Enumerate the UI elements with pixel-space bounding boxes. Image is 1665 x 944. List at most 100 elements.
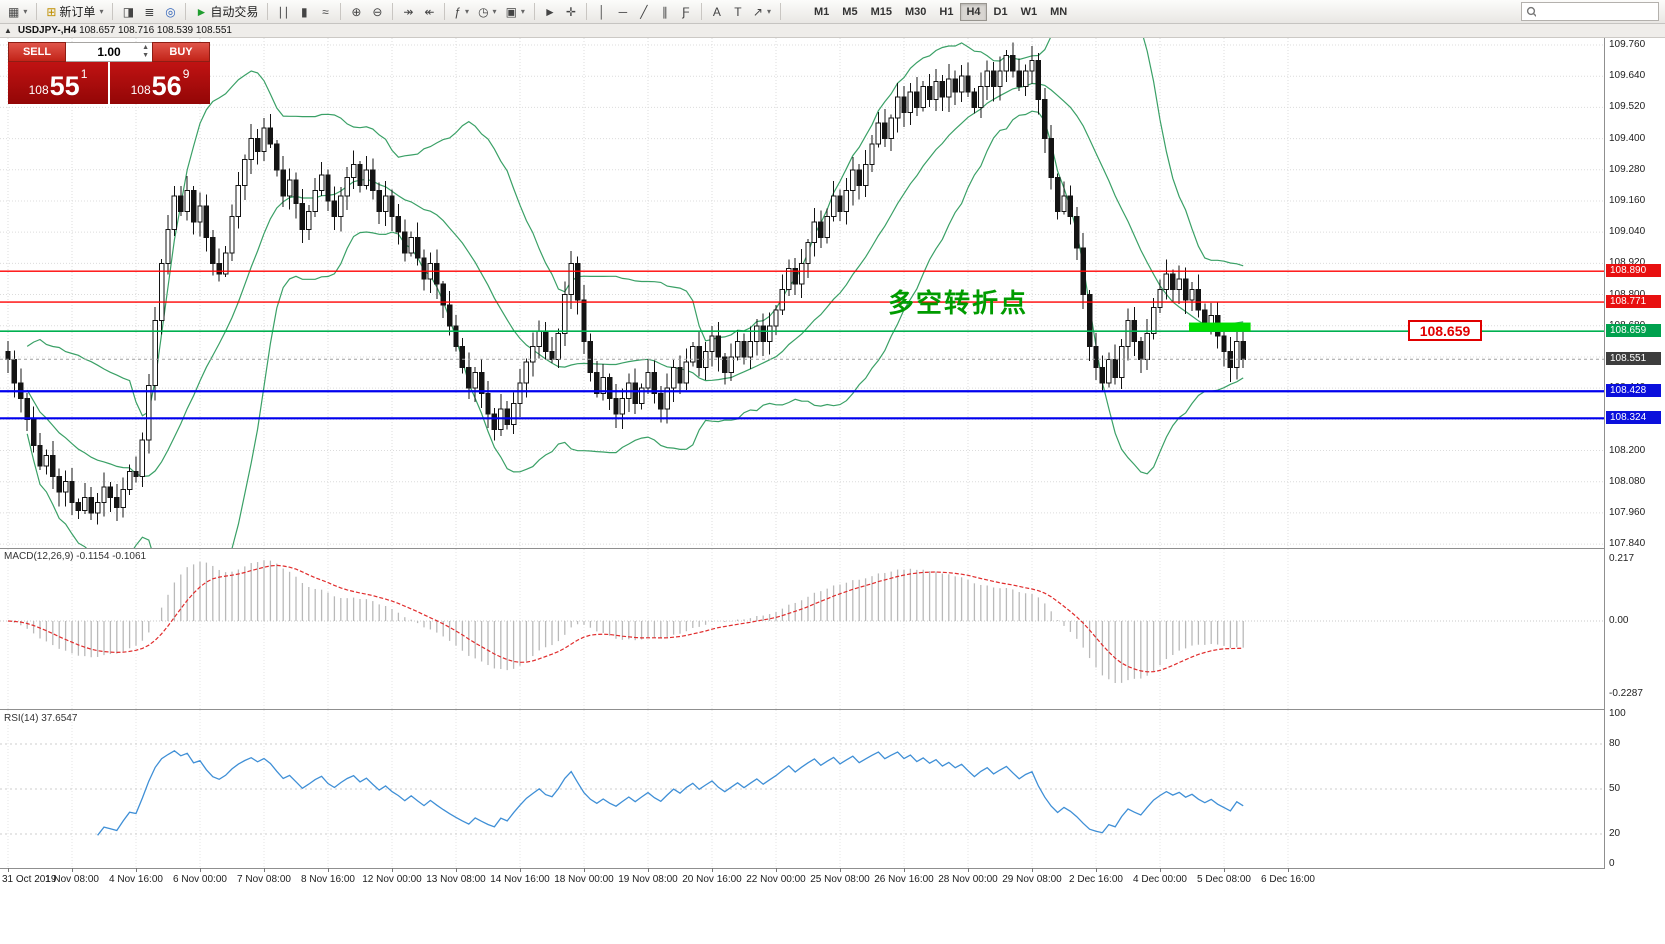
price-callout[interactable]: 108.659	[1408, 320, 1482, 342]
chart-symbol-period: USDJPY-,H4	[17, 25, 77, 36]
timeframe-d1[interactable]: D1	[988, 3, 1014, 21]
buy-button[interactable]: BUY	[152, 42, 210, 62]
candlestick-icon: ▮	[301, 4, 308, 19]
indicator-axis-label: 50	[1609, 783, 1621, 794]
fibonacci-button[interactable]: Ƒ	[676, 2, 696, 22]
text-label-button[interactable]: T	[728, 2, 748, 22]
text-button[interactable]: A	[707, 2, 727, 22]
price-tick: 109.400	[1609, 132, 1646, 144]
history-center-button[interactable]: ◎	[160, 2, 180, 22]
bollinger-upper[interactable]	[26, 38, 1244, 417]
candlestick-chart-button[interactable]: ▮	[294, 2, 314, 22]
templates-button[interactable]: ▣ ▾	[502, 2, 529, 22]
sell-button[interactable]: SELL	[8, 42, 66, 62]
candlesticks[interactable]	[5, 42, 1246, 525]
volume-up-icon[interactable]: ▲	[142, 44, 149, 51]
toolbar-separator	[112, 3, 114, 20]
volume-down-icon[interactable]: ▼	[142, 52, 149, 59]
time-label: 4 Nov 16:00	[109, 874, 163, 885]
panel-separator[interactable]	[0, 709, 1665, 710]
price-tick: 107.840	[1609, 538, 1646, 550]
time-label: 4 Dec 00:00	[1133, 874, 1187, 885]
time-label: 28 Nov 00:00	[938, 874, 998, 885]
volume-input[interactable]: 1.00 ▲ ▼	[66, 42, 152, 62]
ask-main: 56	[151, 71, 182, 101]
vertical-line-icon: │	[598, 4, 606, 19]
timeframe-m1[interactable]: M1	[808, 3, 835, 21]
indicator-axis-label: 0	[1609, 858, 1615, 869]
toolbar-separator	[585, 3, 587, 20]
time-label: 26 Nov 16:00	[874, 874, 934, 885]
axis-separator	[0, 868, 1665, 869]
new-order-icon: ⊞	[46, 4, 57, 19]
annotation-text[interactable]: 多空转折点	[888, 288, 1029, 319]
periods-button[interactable]: ◷ ▾	[474, 2, 501, 22]
rsi-panel[interactable]	[0, 710, 1604, 868]
chevron-down-icon: ▾	[492, 7, 497, 16]
buy-price[interactable]: 108 56 9	[110, 62, 210, 104]
timeframe-m15[interactable]: M15	[865, 3, 898, 21]
price-axis[interactable]: 109.760 109.640 109.520 109.400 109.280 109.1…	[1605, 38, 1665, 871]
top-toolbar: ▦ ▾ ⊞ 新订单 ▾ ◨ ≣ ◎ ► 自动交易 ∣∣ ▮ ≈ ⊕ ⊖ ↠ ↞ ƒ ▾ ◷ ▾ ▣ ▾ ► ✛ │ ─ ╱ ∥ Ƒ A T ↗ ▾…	[0, 0, 1665, 24]
bollinger-lower[interactable]	[26, 110, 1244, 548]
new-order-button-label: 新订单	[59, 5, 96, 19]
zoom-out-button[interactable]: ⊖	[367, 2, 387, 22]
trendline-button[interactable]: ╱	[634, 2, 654, 22]
new-chart-button[interactable]: ▦ ▾	[4, 2, 31, 22]
timeframe-h4[interactable]: H4	[960, 2, 987, 21]
crosshair-button[interactable]: ✛	[561, 2, 581, 22]
timeframe-mn[interactable]: MN	[1044, 3, 1073, 21]
toolbar-separator	[185, 3, 187, 20]
toolbar-separator	[533, 3, 535, 20]
time-label: 25 Nov 08:00	[810, 874, 870, 885]
price-tag-108.428: 108.428	[1606, 384, 1661, 398]
equidistant-channel-button[interactable]: ∥	[655, 2, 675, 22]
macd-panel[interactable]	[0, 549, 1604, 709]
horizontal-line-button[interactable]: ─	[613, 2, 633, 22]
search-box[interactable]	[1521, 2, 1659, 21]
chart-profiles-button[interactable]: ◨	[118, 2, 138, 22]
autotrading-icon: ►	[195, 4, 208, 19]
time-axis[interactable]: 31 Oct 2019 1 Nov 08:00 4 Nov 16:00 6 Nov 0…	[0, 868, 1604, 889]
time-tick	[328, 868, 329, 872]
price-tick: 107.960	[1609, 506, 1646, 518]
time-label: 2 Dec 16:00	[1069, 874, 1123, 885]
time-label: 5 Dec 08:00	[1197, 874, 1251, 885]
time-label: 31 Oct 2019	[2, 874, 57, 885]
price-tick: 108.080	[1609, 475, 1646, 487]
time-tick	[648, 868, 649, 872]
price-tag-108.771: 108.771	[1606, 295, 1661, 309]
timeframe-m30[interactable]: M30	[899, 3, 932, 21]
highlight-marker[interactable]	[1189, 322, 1251, 332]
main-chart[interactable]	[0, 38, 1604, 548]
arrows-button[interactable]: ↗ ▾	[749, 2, 775, 22]
line-chart-button[interactable]: ≈	[315, 2, 335, 22]
text-label-icon: T	[734, 4, 742, 19]
print-button[interactable]: ≣	[139, 2, 159, 22]
panel-separator[interactable]	[0, 548, 1665, 549]
time-label: 14 Nov 16:00	[490, 874, 550, 885]
templates-icon: ▣	[505, 4, 517, 19]
bar-chart-button[interactable]: ∣∣	[273, 2, 293, 22]
vertical-line-button[interactable]: │	[592, 2, 612, 22]
indicators-button[interactable]: ƒ ▾	[450, 2, 473, 22]
chart-shift-button[interactable]: ↞	[419, 2, 439, 22]
volume-stepper[interactable]: ▲ ▼	[142, 44, 149, 60]
toolbar-separator	[780, 3, 781, 20]
zoom-in-button[interactable]: ⊕	[346, 2, 366, 22]
autotrading-button[interactable]: ► 自动交易	[191, 2, 262, 22]
search-input[interactable]	[1540, 4, 1654, 19]
auto-scroll-button[interactable]: ↠	[398, 2, 418, 22]
cursor-button[interactable]: ►	[540, 2, 560, 22]
print-icon: ≣	[144, 4, 155, 19]
timeframe-h1[interactable]: H1	[933, 3, 959, 21]
price-tag-108.324: 108.324	[1606, 411, 1661, 425]
timeframe-w1[interactable]: W1	[1015, 3, 1044, 21]
trendline-icon: ╱	[640, 4, 648, 19]
sell-price[interactable]: 108 55 1	[8, 62, 110, 104]
oneclick-toggle-icon[interactable]: ▲	[4, 26, 12, 35]
indicator-axis-label: -0.2287	[1609, 688, 1643, 699]
timeframe-m5[interactable]: M5	[836, 3, 863, 21]
new-order-button[interactable]: ⊞ 新订单 ▾	[42, 2, 107, 22]
indicator-axis-label: 80	[1609, 738, 1621, 749]
